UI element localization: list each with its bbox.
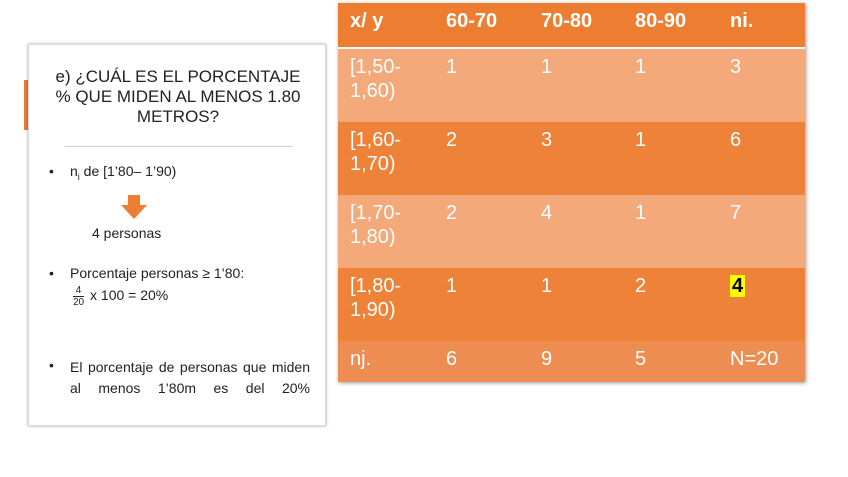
table-row: [1,50-1,60) 1 1 1 3 <box>338 48 805 123</box>
header-cell: 60-70 <box>434 3 529 49</box>
bullet-ni-range: ni de [1’80– 1’90) <box>70 163 176 182</box>
bullet-dot-icon: • <box>49 357 54 373</box>
ni-subscript: i <box>77 171 80 182</box>
header-cell: 80-90 <box>623 3 718 49</box>
table-cell: 1 <box>623 48 718 123</box>
title-divider <box>65 146 293 147</box>
table-cell: 5 <box>623 341 718 382</box>
slide-title: e) ¿CUÁL ES EL PORCENTAJE % QUE MIDEN AL… <box>55 67 301 126</box>
table-footer-row: nj. 6 9 5 N=20 <box>338 341 805 382</box>
fraction: 4 20 <box>73 285 85 308</box>
table-cell: 1 <box>434 268 529 342</box>
frequency-table-container: x/ y 60-70 70-80 80-90 ni. [1,50-1,60) 1… <box>338 3 805 382</box>
header-cell: x/ y <box>338 3 434 49</box>
frequency-table: x/ y 60-70 70-80 80-90 ni. [1,50-1,60) 1… <box>338 3 805 382</box>
percentage-formula: 4 20 x 100 = 20% <box>73 285 168 308</box>
header-cell: 70-80 <box>529 3 623 49</box>
conclusion-text: El porcentaje de personas que miden al m… <box>70 359 310 396</box>
header-cell: ni. <box>718 3 805 49</box>
table-cell: 1 <box>529 268 623 342</box>
table-row: [1,80-1,90) 1 1 2 4 <box>338 268 805 342</box>
table-header-row: x/ y 60-70 70-80 80-90 ni. <box>338 3 805 49</box>
text-panel: e) ¿CUÁL ES EL PORCENTAJE % QUE MIDEN AL… <box>28 44 326 426</box>
table-cell: 9 <box>529 341 623 382</box>
table-cell: 1 <box>434 48 529 123</box>
table-cell: 1 <box>623 122 718 196</box>
row-label: nj. <box>338 341 434 382</box>
table-row: [1,70-1,80) 2 4 1 7 <box>338 195 805 269</box>
formula-rest: x 100 = 20% <box>86 287 169 304</box>
table-cell: 7 <box>718 195 805 269</box>
table-cell: 3 <box>718 48 805 123</box>
table-cell: 6 <box>434 341 529 382</box>
table-cell: 2 <box>623 268 718 342</box>
row-label: [1,60-1,70) <box>338 122 434 196</box>
table-cell: 6 <box>718 122 805 196</box>
fraction-numerator: 4 <box>73 285 85 297</box>
table-cell: 4 <box>529 195 623 269</box>
table-cell: 2 <box>434 122 529 196</box>
row-label: [1,80-1,90) <box>338 268 434 342</box>
table-cell: 1 <box>623 195 718 269</box>
table-cell-highlighted: 4 <box>718 268 805 342</box>
table-cell: N=20 <box>718 341 805 382</box>
table-row: [1,60-1,70) 2 3 1 6 <box>338 122 805 196</box>
arrow-down-icon <box>121 195 147 219</box>
table-cell: 2 <box>434 195 529 269</box>
table-cell: 1 <box>529 48 623 123</box>
fraction-denominator: 20 <box>73 297 85 308</box>
ni-symbol: n <box>70 163 78 179</box>
bullet-dot-icon: • <box>49 163 54 179</box>
table-cell: 3 <box>529 122 623 196</box>
bullet-dot-icon: • <box>49 265 54 281</box>
highlighted-value: 4 <box>730 275 746 298</box>
row-label: [1,70-1,80) <box>338 195 434 269</box>
result-persons: 4 personas <box>92 225 162 241</box>
row-label: [1,50-1,60) <box>338 48 434 123</box>
bullet-percentage-label: Porcentaje personas ≥ 1’80: <box>70 265 245 281</box>
ni-range-text: de [1’80– 1’90) <box>79 163 177 179</box>
